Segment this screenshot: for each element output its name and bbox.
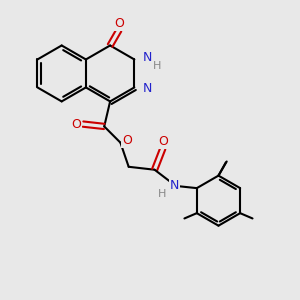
Text: N: N	[142, 82, 152, 95]
Text: N: N	[169, 179, 179, 192]
Text: N: N	[142, 52, 152, 64]
Text: O: O	[158, 135, 168, 148]
Text: H: H	[158, 189, 167, 199]
Text: O: O	[114, 17, 124, 30]
Text: O: O	[71, 118, 81, 130]
Text: O: O	[122, 134, 132, 147]
Text: H: H	[153, 61, 161, 71]
